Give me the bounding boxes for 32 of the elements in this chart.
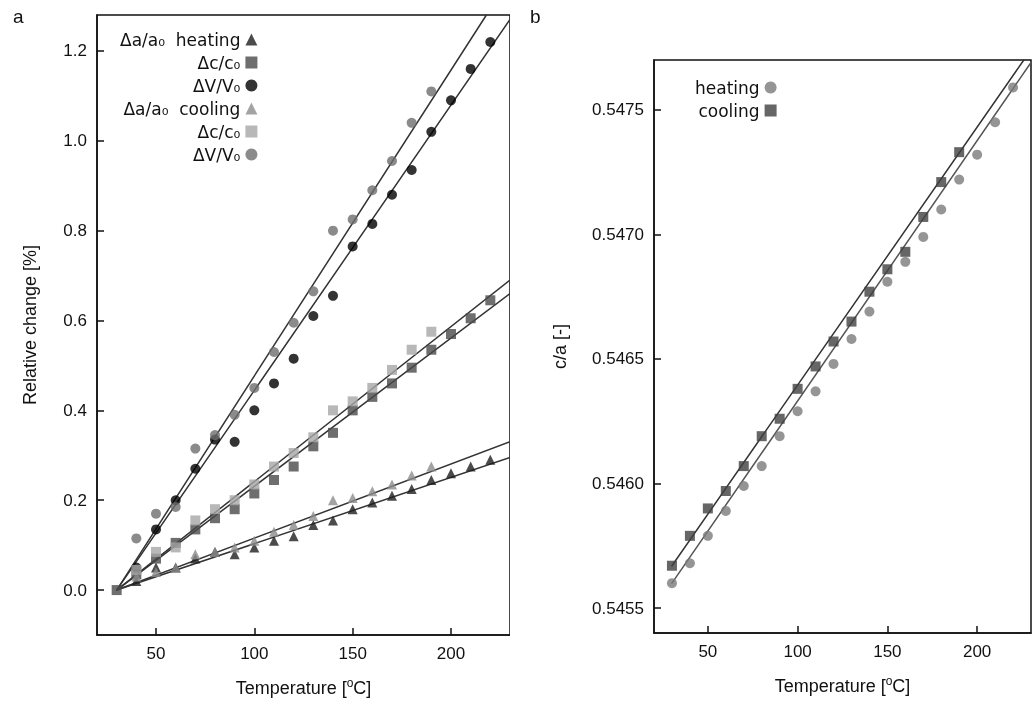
- x-tick-label: 200: [436, 644, 466, 663]
- legend-label: Δc/c₀: [197, 52, 241, 73]
- x-tick-label: 50: [698, 642, 718, 661]
- y-tick-label: 0.5470: [592, 224, 644, 244]
- legend-label: heating: [695, 77, 760, 98]
- y-tick-label: 0.5465: [592, 349, 644, 369]
- y-axis-title: Relative change [%]: [20, 244, 40, 406]
- legend-label: ΔV/V₀: [192, 75, 241, 96]
- legend-label: Δa/a₀ heating: [120, 29, 241, 50]
- x-tick-label: 150: [873, 642, 902, 661]
- y-axis-title: c/a [-]: [550, 323, 570, 370]
- legend-label: cooling: [698, 100, 760, 121]
- y-tick-label: 0.5455: [592, 598, 644, 618]
- y-tick-label: 0.2: [63, 490, 87, 510]
- y-tick-label: 0.4: [63, 400, 87, 420]
- y-tick-label: 1.0: [63, 131, 87, 151]
- legend-label: Δa/a₀ cooling: [123, 98, 241, 119]
- legend-label: Δc/c₀: [197, 121, 241, 142]
- y-tick-label: 1.2: [63, 41, 87, 61]
- y-tick-label: 0.5475: [592, 100, 644, 120]
- x-tick-label: 100: [240, 644, 269, 663]
- chart-title: a: [13, 6, 24, 27]
- y-tick-label: 0.5460: [592, 474, 644, 494]
- legend-label: ΔV/V₀: [192, 144, 241, 165]
- chart-title: b: [530, 6, 541, 27]
- x-tick-label: 150: [338, 644, 367, 663]
- y-tick-label: 0.8: [63, 221, 87, 241]
- y-tick-label: 0.6: [63, 311, 87, 331]
- x-tick-label: 50: [146, 644, 166, 663]
- x-tick-label: 200: [962, 642, 992, 661]
- y-tick-label: 0.0: [63, 580, 87, 600]
- x-tick-label: 100: [783, 642, 812, 661]
